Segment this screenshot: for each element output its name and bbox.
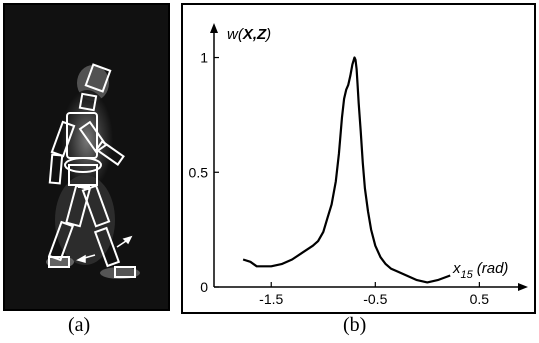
x-tick-label: -0.5 <box>363 291 387 307</box>
x-axis-label: x15 (rad) <box>452 260 508 281</box>
body-model-overlay <box>47 63 136 278</box>
y-tick-label: 0.5 <box>189 164 209 180</box>
figure-panel-a <box>3 3 170 311</box>
x-tick-label: 0.5 <box>470 291 490 307</box>
y-axis-label: w(X,Z) <box>227 26 271 43</box>
y-axis-arrow <box>210 23 218 33</box>
figure-panel-b: 0 0.5 1 -1.5 -0.5 0.5 w(X,Z) x15 (rad) <box>181 3 536 314</box>
series-line <box>242 56 451 284</box>
motion-arrows <box>76 235 133 263</box>
caption-b: (b) <box>343 314 367 336</box>
y-tick-label: 1 <box>200 50 208 66</box>
y-tick-label: 0 <box>200 279 208 295</box>
x-axis-arrow <box>518 283 528 291</box>
caption-a: (a) <box>68 314 91 336</box>
x-tick-label: -1.5 <box>259 291 283 307</box>
line-chart: 0 0.5 1 -1.5 -0.5 0.5 w(X,Z) x15 (rad) <box>189 23 528 307</box>
walker-photo <box>5 5 168 309</box>
